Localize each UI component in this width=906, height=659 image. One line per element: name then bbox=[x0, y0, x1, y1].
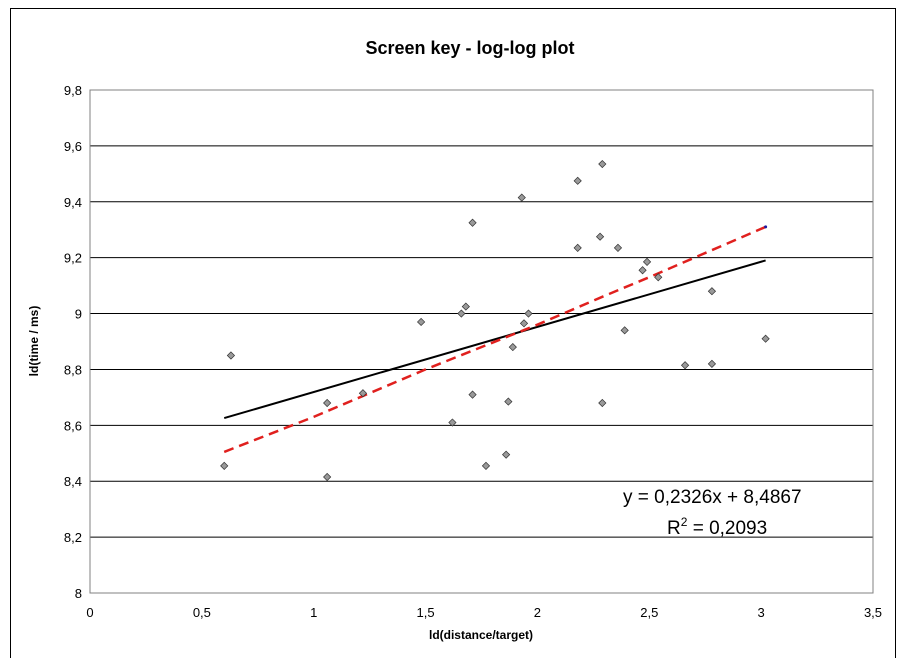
r-squared-label: R2 = 0,2093 bbox=[667, 515, 767, 539]
y-tick-label: 9,6 bbox=[64, 139, 82, 154]
dashed-fit-curve bbox=[223, 225, 767, 454]
data-points bbox=[220, 159, 770, 482]
data-point bbox=[481, 461, 491, 470]
x-tick-label: 2 bbox=[534, 605, 541, 620]
y-tick-label: 8 bbox=[75, 586, 82, 601]
x-tick-label: 3,5 bbox=[864, 605, 882, 620]
data-point bbox=[220, 461, 229, 470]
data-point bbox=[468, 390, 477, 399]
y-tick-label: 8,4 bbox=[64, 474, 82, 489]
data-point bbox=[226, 351, 236, 360]
data-point bbox=[448, 418, 457, 427]
data-point bbox=[417, 317, 426, 327]
data-point bbox=[502, 450, 511, 459]
plot-area bbox=[89, 89, 874, 594]
r-squared-superscript: 2 bbox=[681, 515, 688, 529]
data-point bbox=[642, 257, 652, 266]
tick-labels: 8 8,2 8,4 8,6 8,8 9 9,2 9,4 9,6 9,8 0 0,5 1 1,5 2 2,5 3 3… bbox=[64, 83, 882, 620]
data-point bbox=[323, 472, 332, 482]
data-point bbox=[680, 361, 690, 370]
data-point bbox=[707, 287, 717, 296]
data-point bbox=[707, 359, 717, 368]
y-tick-label: 9,4 bbox=[64, 195, 82, 210]
r-squared-symbol: R bbox=[667, 518, 681, 539]
y-tick-label: 8,6 bbox=[64, 418, 82, 433]
chart-frame bbox=[10, 8, 896, 658]
linear-trendline bbox=[223, 259, 766, 420]
data-point bbox=[573, 176, 582, 185]
grid-lines bbox=[90, 145, 873, 538]
data-point bbox=[573, 243, 582, 252]
y-axis-label: ld(time / ms) bbox=[27, 306, 41, 377]
x-tick-label: 0 bbox=[86, 605, 93, 620]
y-tick-label: 8,2 bbox=[64, 530, 82, 545]
data-point bbox=[504, 397, 513, 406]
y-tick-label: 9 bbox=[75, 307, 82, 322]
fit-lines bbox=[223, 225, 768, 454]
data-point bbox=[461, 302, 470, 311]
y-tick-label: 9,8 bbox=[64, 83, 82, 98]
x-tick-label: 3 bbox=[758, 605, 765, 620]
data-point bbox=[508, 342, 517, 352]
data-point bbox=[524, 309, 533, 318]
data-point bbox=[638, 266, 647, 275]
data-point bbox=[598, 398, 607, 408]
data-point bbox=[620, 326, 629, 335]
data-point bbox=[654, 273, 663, 282]
data-point bbox=[358, 389, 368, 398]
fit-curve-end-point bbox=[764, 225, 768, 229]
data-point bbox=[595, 232, 605, 241]
data-point bbox=[468, 218, 477, 227]
y-tick-label: 8,8 bbox=[64, 362, 82, 377]
x-axis-label: ld(distance/target) bbox=[429, 628, 533, 642]
data-point bbox=[598, 159, 607, 169]
y-tick-label: 9,2 bbox=[64, 251, 82, 266]
data-point bbox=[517, 193, 526, 202]
data-point bbox=[457, 309, 466, 318]
regression-equation: y = 0,2326x + 8,4867 bbox=[623, 487, 802, 508]
x-tick-label: 0,5 bbox=[193, 605, 211, 620]
data-point bbox=[613, 243, 623, 252]
x-tick-label: 1 bbox=[310, 605, 317, 620]
r-squared-value: = 0,2093 bbox=[687, 518, 767, 539]
x-tick-label: 1,5 bbox=[417, 605, 435, 620]
x-tick-label: 2,5 bbox=[640, 605, 658, 620]
data-point bbox=[761, 334, 770, 343]
data-point bbox=[323, 398, 332, 408]
chart-title: Screen key - log-log plot bbox=[365, 38, 574, 58]
data-point bbox=[519, 319, 529, 328]
